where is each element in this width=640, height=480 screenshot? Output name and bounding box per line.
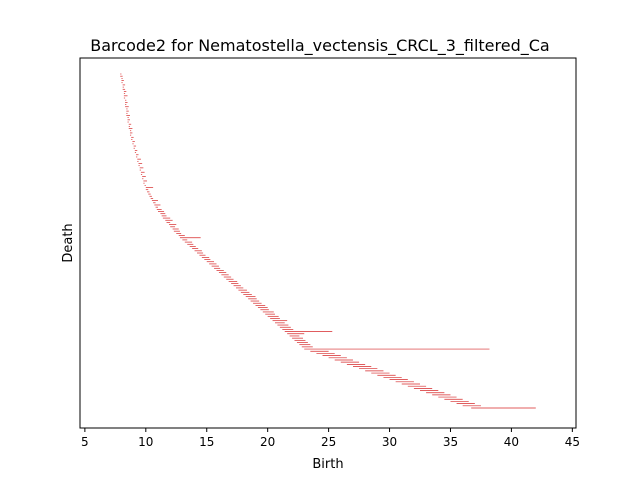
chart-title: Barcode2 for Nematostella_vectensis_CRCL…: [90, 36, 549, 56]
x-axis: 5 10 15 20 25 30 35 40 45: [81, 428, 580, 449]
x-tick-label: 5: [81, 435, 89, 449]
x-tick-label: 30: [382, 435, 397, 449]
x-tick-label: 35: [443, 435, 458, 449]
x-tick-label: 45: [565, 435, 580, 449]
x-tick-label: 25: [321, 435, 336, 449]
x-tick-label: 15: [199, 435, 214, 449]
x-tick-label: 40: [504, 435, 519, 449]
x-tick-label: 10: [138, 435, 153, 449]
plot-frame: [79, 57, 577, 429]
y-axis-label: Death: [61, 223, 76, 262]
x-tick-label: 20: [260, 435, 275, 449]
bars-layer: [120, 73, 536, 409]
x-axis-label: Birth: [312, 457, 343, 472]
